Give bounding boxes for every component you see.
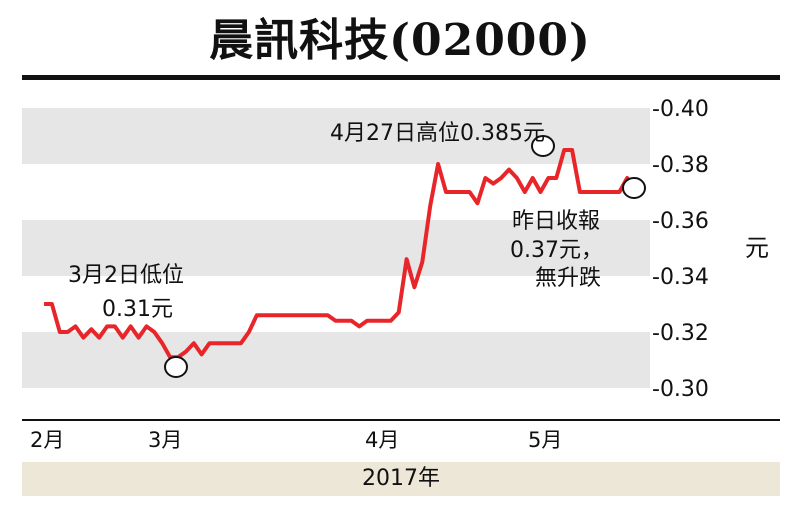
title-rule xyxy=(22,75,780,80)
last-marker xyxy=(622,177,646,199)
high-marker xyxy=(531,135,555,157)
y-tick-label: -0.40 xyxy=(652,97,709,122)
annotation-last: 0.37元， xyxy=(510,238,603,263)
low-marker xyxy=(164,356,188,378)
price-line xyxy=(44,148,643,360)
y-tick-label: -0.32 xyxy=(652,321,709,346)
chart-title: 晨訊科技(02000) xyxy=(209,15,591,66)
month-label: 3月 xyxy=(148,428,182,452)
y-tick-label: -0.30 xyxy=(652,377,709,402)
y-axis-ticks: -0.40 -0.38 -0.36 -0.34 -0.32 -0.30 xyxy=(652,97,709,402)
month-label: 5月 xyxy=(528,428,562,452)
annotation-markers xyxy=(164,135,646,378)
annotation-high: 4月27日高位0.385元 xyxy=(330,121,545,146)
grid-band xyxy=(22,164,650,220)
grid-band xyxy=(22,220,650,276)
y-tick-label: -0.38 xyxy=(652,153,709,178)
y-axis-label: 元 xyxy=(745,234,769,262)
year-band xyxy=(22,462,780,496)
x-axis-label: 2017年 xyxy=(362,466,440,491)
annotation-low: 0.31元 xyxy=(102,297,173,322)
grid-bands xyxy=(22,108,650,388)
y-tick-label: -0.34 xyxy=(652,265,709,290)
month-label: 2月 xyxy=(30,428,64,452)
annotation-low: 3月2日低位 xyxy=(68,263,184,288)
annotation-last: 無升跌 xyxy=(535,266,601,291)
annotation-last: 昨日收報 xyxy=(512,209,600,234)
annotations: 4月27日高位0.385元 3月2日低位 0.31元 昨日收報 0.37元， 無升跌 xyxy=(68,121,603,322)
x-axis-months: 2月 3月 4月 5月 xyxy=(30,428,562,452)
month-label: 4月 xyxy=(365,428,399,452)
grid-band xyxy=(22,332,650,388)
y-tick-label: -0.36 xyxy=(652,209,709,234)
